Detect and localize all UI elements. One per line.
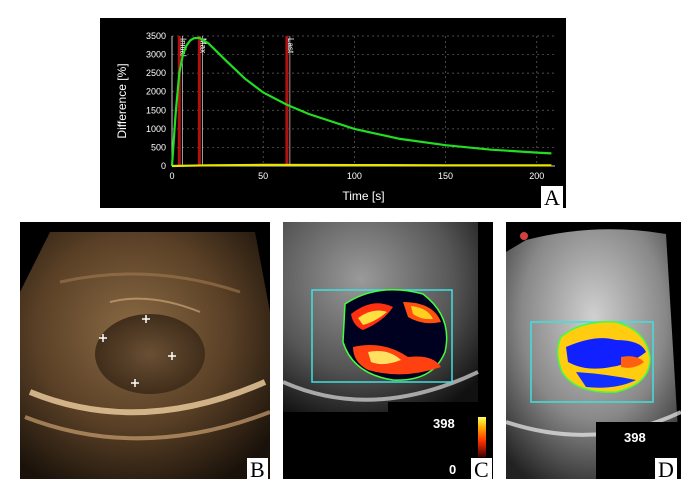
x-tick-label: 0 (169, 171, 174, 181)
color-scale-bar (478, 417, 486, 457)
panel-letter-b: B (247, 458, 268, 482)
marker-line (197, 36, 201, 166)
ultrasound-image-c (283, 222, 493, 479)
caliper-markers (99, 315, 176, 387)
scale-max-value: 398 (624, 430, 646, 445)
y-axis-label: Difference [%] (115, 63, 129, 138)
x-axis-label: Time [s] (342, 189, 384, 203)
scale-min-value: 0 (449, 462, 457, 477)
marker-line (285, 36, 289, 166)
panel-letter-a: A (541, 186, 563, 210)
panel-c-parametric-map: 398 0 (283, 222, 493, 479)
orientation-marker-icon (520, 232, 528, 240)
y-tick-label: 2500 (146, 68, 166, 78)
y-tick-label: 3500 (146, 31, 166, 41)
x-tick-label: 100 (347, 171, 362, 181)
marker-label: Max (198, 38, 207, 53)
roi-box (530, 321, 654, 403)
scale-max-value: 398 (433, 416, 455, 431)
y-tick-label: 2000 (146, 87, 166, 97)
liver-lesion (95, 314, 205, 394)
panel-a-chart: 0 500 1000 1500 2000 2500 3000 3500 0 50 100 150 200… (100, 18, 566, 208)
x-tick-label: 50 (258, 171, 268, 181)
panel-letter-d: D (655, 458, 677, 482)
x-tick-label: 200 (529, 171, 544, 181)
panel-letter-c: C (471, 458, 492, 482)
ultrasound-image-d (506, 229, 681, 479)
y-tick-label: 3000 (146, 50, 166, 60)
y-tick-label: 0 (161, 161, 166, 171)
x-tick-label: 150 (438, 171, 453, 181)
marker-line (177, 36, 181, 166)
marker-label: Initial (178, 38, 187, 57)
marker-label: Last (286, 38, 295, 54)
panel-b-ultrasound (20, 222, 270, 479)
series-line (171, 163, 552, 168)
panel-d-parametric-map: 398 (506, 222, 681, 479)
y-tick-label: 1000 (146, 124, 166, 134)
series-line (170, 36, 552, 167)
ultrasound-image-b (20, 232, 270, 479)
y-tick-label: 500 (151, 142, 166, 152)
y-tick-label: 1500 (146, 105, 166, 115)
time-intensity-chart: 0 500 1000 1500 2000 2500 3000 3500 0 50 100 150 200… (115, 31, 555, 203)
